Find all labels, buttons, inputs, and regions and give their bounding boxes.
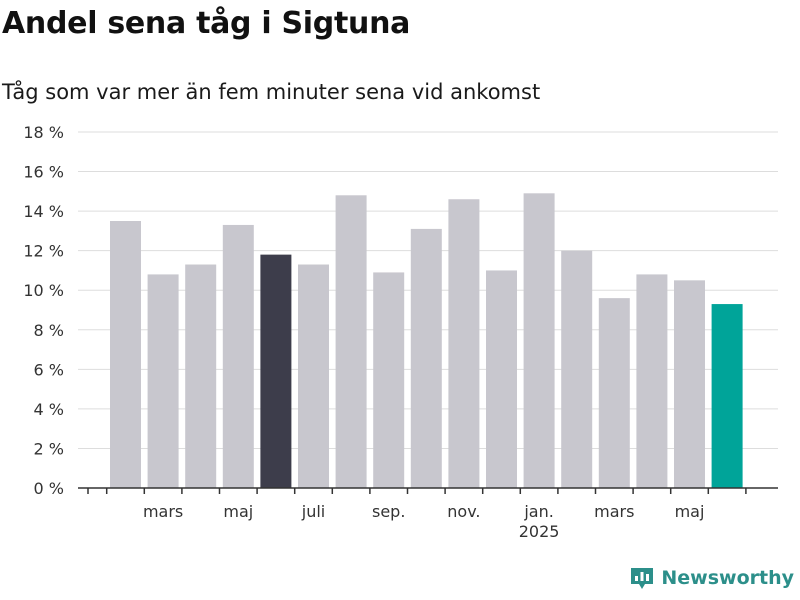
y-tick-label: 2 % <box>34 439 64 458</box>
bar <box>674 280 705 488</box>
brand-name: Newsworthy <box>661 567 794 589</box>
x-tick-sublabel: 2025 <box>519 522 560 541</box>
y-tick-label: 14 % <box>23 202 64 221</box>
x-tick-label: nov. <box>447 502 480 521</box>
bar <box>298 264 329 488</box>
bar <box>222 224 254 488</box>
bar <box>185 264 217 488</box>
y-tick-label: 8 % <box>34 321 64 340</box>
bar <box>486 270 517 488</box>
x-tick-label: jan. <box>523 502 553 521</box>
chart-subtitle: Tåg som var mer än fem minuter sena vid … <box>2 80 541 104</box>
y-axis-labels: 0 % 2 % 4 % 6 % 8 % 10 % 12 % 14 % 16 % 18 % <box>23 123 64 498</box>
bar <box>410 228 442 488</box>
y-tick-label: 6 % <box>34 360 64 379</box>
bars <box>110 193 743 489</box>
bar <box>260 254 292 488</box>
bar <box>561 250 593 488</box>
bar <box>711 304 743 488</box>
x-tick-label: maj <box>223 502 253 521</box>
bar <box>598 298 630 488</box>
y-tick-label: 0 % <box>34 479 64 498</box>
y-tick-label: 12 % <box>23 242 64 261</box>
brand: Newsworthy <box>629 564 794 592</box>
y-tick-label: 16 % <box>23 163 64 182</box>
x-tick-label: juli <box>301 502 325 521</box>
y-tick-label: 10 % <box>23 281 64 300</box>
x-axis-labels: mars maj juli sep. nov. jan.2025 mars maj <box>143 502 704 541</box>
x-tick-label: sep. <box>372 502 405 521</box>
x-tick-label: mars <box>594 502 634 521</box>
y-tick-label: 4 % <box>34 400 64 419</box>
bar <box>335 195 367 489</box>
chart-title: Andel sena tåg i Sigtuna <box>2 6 411 41</box>
bar <box>448 199 480 488</box>
bar <box>523 193 555 489</box>
x-axis <box>78 487 778 494</box>
x-tick-label: maj <box>675 502 705 521</box>
newsworthy-logo-icon <box>631 568 654 589</box>
bar <box>110 221 141 488</box>
x-tick-label: mars <box>143 502 183 521</box>
bar <box>373 272 405 488</box>
bar <box>147 274 179 488</box>
y-tick-label: 18 % <box>23 123 64 142</box>
bar <box>636 274 668 488</box>
